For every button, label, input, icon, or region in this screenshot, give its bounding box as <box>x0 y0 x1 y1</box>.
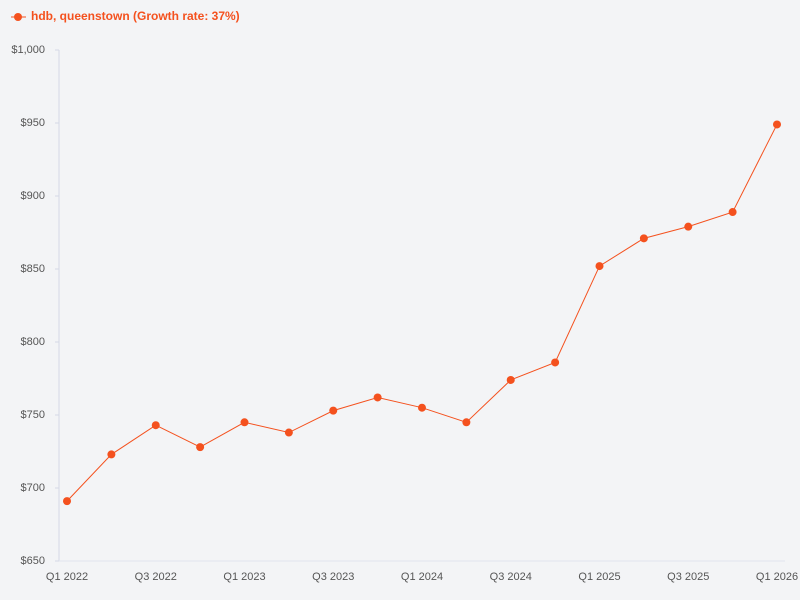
point <box>151 421 160 430</box>
x-tick-label: Q1 2022 <box>46 571 88 583</box>
point <box>595 262 604 271</box>
y-tick-label: $900 <box>21 190 45 202</box>
point <box>284 428 293 437</box>
x-tick-label: Q1 2023 <box>223 571 265 583</box>
y-tick-label: $950 <box>21 117 45 129</box>
point <box>773 120 781 129</box>
x-tick-label: Q3 2025 <box>667 571 709 583</box>
y-tick-label: $650 <box>21 555 45 567</box>
point <box>63 497 71 506</box>
y-tick-label: $700 <box>21 482 45 494</box>
legend-label: hdb, queenstown (Growth rate: 37%) <box>31 9 240 23</box>
x-tick-label: Q1 2026 <box>756 571 798 583</box>
point <box>373 393 382 402</box>
legend-swatch-dot <box>14 13 22 21</box>
x-tick-label: Q3 2023 <box>312 571 354 583</box>
y-tick-label: $750 <box>21 409 45 421</box>
x-tick-label: Q1 2024 <box>401 571 443 583</box>
point <box>196 443 205 452</box>
y-tick-label: $850 <box>21 263 45 275</box>
y-tick-label: $800 <box>21 336 45 348</box>
point <box>639 234 648 243</box>
y-tick-label: $1,000 <box>11 44 45 56</box>
x-tick-label: Q3 2022 <box>135 571 177 583</box>
point <box>240 418 249 427</box>
x-tick-label: Q1 2025 <box>578 571 620 583</box>
point <box>418 403 426 412</box>
point <box>107 450 116 459</box>
point <box>551 358 560 367</box>
series-line <box>66 124 778 502</box>
point <box>329 406 338 415</box>
x-tick-label: Q3 2024 <box>490 571 532 583</box>
point <box>728 208 737 217</box>
point <box>462 418 471 427</box>
point <box>684 222 693 231</box>
point <box>506 375 515 384</box>
